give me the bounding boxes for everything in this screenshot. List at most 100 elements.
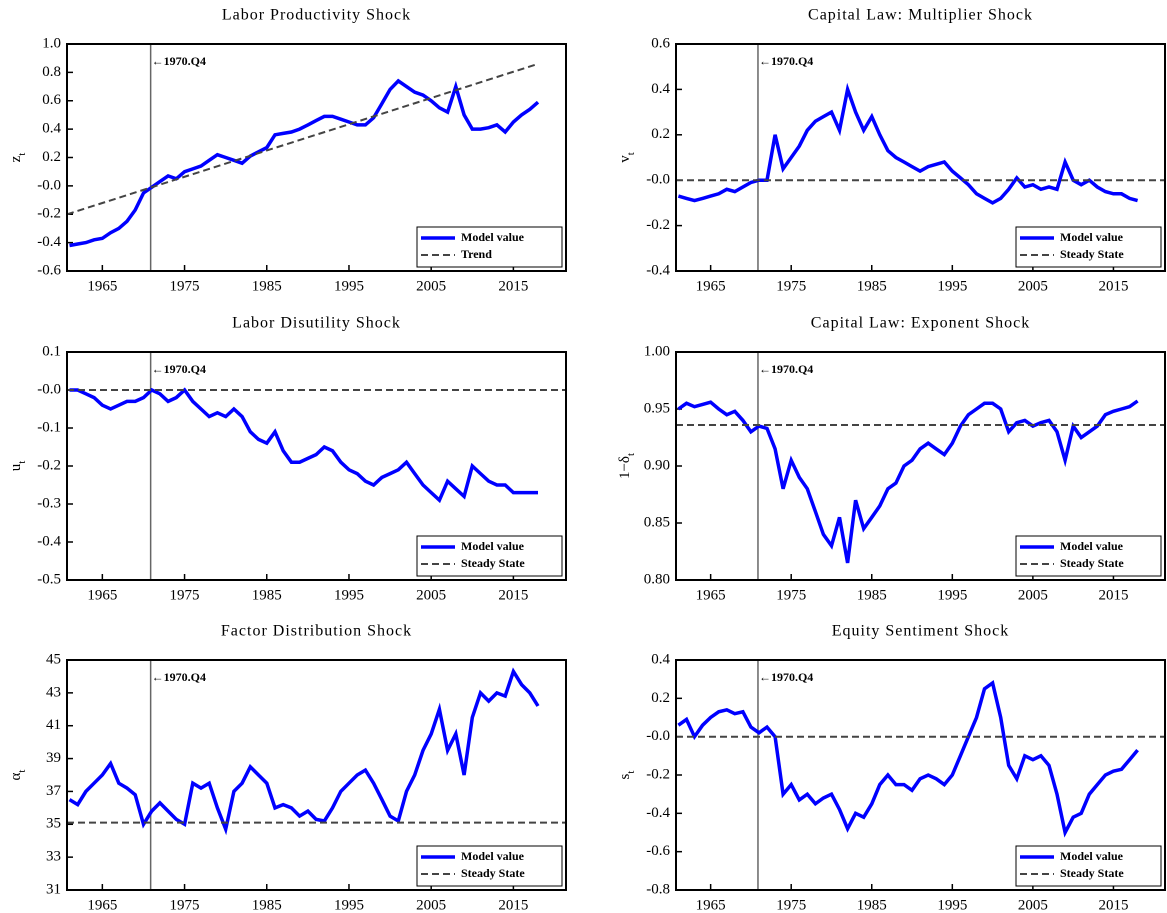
x-tick-label: 1985 <box>252 587 282 603</box>
legend-label: Steady State <box>1060 556 1124 570</box>
legend-label: Model value <box>461 849 525 863</box>
y-tick-label: 35 <box>46 816 61 832</box>
x-tick-label: 1995 <box>334 897 364 913</box>
y-axis-label-sub: t <box>16 153 28 156</box>
chart-title: Capital Law: Exponent Shock <box>811 315 1030 332</box>
y-tick-label: -0.3 <box>37 495 61 511</box>
x-tick-label: 1975 <box>170 587 200 603</box>
x-tick-label: 2015 <box>498 897 528 913</box>
x-tick-label: 1965 <box>696 587 726 603</box>
y-tick-label: 0.85 <box>644 514 670 530</box>
x-tick-label: 1995 <box>334 278 364 294</box>
y-axis-label-base: 1−δ <box>617 456 633 479</box>
y-axis-label-sub: t <box>625 453 637 456</box>
x-tick-label: 1995 <box>937 587 967 603</box>
chart-title: Capital Law: Multiplier Shock <box>808 7 1033 24</box>
y-tick-label: 0.4 <box>42 121 61 137</box>
x-tick-label: 1995 <box>937 897 967 913</box>
chart-title: Labor Productivity Shock <box>222 7 411 24</box>
y-axis-label: vt <box>617 152 636 163</box>
legend-box <box>1015 535 1162 577</box>
x-tick-label: 1995 <box>937 278 967 294</box>
y-tick-label: -0.6 <box>37 262 61 278</box>
series-line <box>68 667 540 836</box>
y-tick-label: -0.8 <box>646 881 670 897</box>
legend-label: Model value <box>1060 539 1124 553</box>
plot-frame <box>675 351 1166 581</box>
y-axis-label-sub: t <box>16 461 28 464</box>
legend-label: Steady State <box>461 556 525 570</box>
legend-label: Model value <box>1060 230 1124 244</box>
y-tick-label: -0.0 <box>646 172 670 188</box>
y-tick-label: -0.6 <box>646 843 670 859</box>
x-tick-label: 1975 <box>170 897 200 913</box>
y-tick-label: -0.2 <box>37 457 61 473</box>
annotation: ←1970.Q4 <box>759 54 813 68</box>
y-tick-label: 37 <box>46 783 62 799</box>
y-tick-label: -0.4 <box>646 805 670 821</box>
chart-title: Equity Sentiment Shock <box>832 623 1010 640</box>
y-tick-label: 0.2 <box>651 690 670 706</box>
legend-label: Steady State <box>461 866 525 880</box>
plot-frame <box>66 351 567 581</box>
legend-label: Model value <box>1060 849 1124 863</box>
y-tick-label: 0.2 <box>651 126 670 142</box>
y-axis-label: αt <box>8 770 27 781</box>
y-tick-label: -0.4 <box>646 262 670 278</box>
y-tick-label: 45 <box>46 651 61 667</box>
y-axis-label: ut <box>8 461 27 472</box>
y-tick-label: -0.2 <box>646 217 670 233</box>
annotation: ←1970.Q4 <box>759 362 813 376</box>
y-tick-label: -0.4 <box>37 234 61 250</box>
y-tick-label: 43 <box>46 684 61 700</box>
y-axis-label-base: v <box>617 155 633 163</box>
legend-label: Model value <box>461 230 525 244</box>
series-line <box>677 399 1139 564</box>
legend-label: Steady State <box>1060 247 1124 261</box>
y-tick-label: 0.1 <box>42 343 61 359</box>
x-tick-label: 2005 <box>416 278 446 294</box>
y-tick-label: 0.95 <box>644 400 670 416</box>
plot-frame <box>66 43 567 272</box>
y-tick-label: -0.2 <box>646 766 670 782</box>
y-tick-label: -0.0 <box>37 381 61 397</box>
y-axis-label-base: s <box>617 773 633 779</box>
y-axis-label-base: u <box>8 463 24 471</box>
chart-title: Factor Distribution Shock <box>221 623 412 640</box>
x-tick-label: 1985 <box>857 897 887 913</box>
x-tick-label: 2015 <box>1098 278 1128 294</box>
y-axis-label-sub: t <box>625 771 637 774</box>
y-tick-label: 1.00 <box>644 343 670 359</box>
y-tick-label: -0.5 <box>37 571 61 587</box>
x-tick-label: 2005 <box>1018 587 1048 603</box>
x-tick-label: 1985 <box>252 897 282 913</box>
y-tick-label: 0.2 <box>42 149 61 165</box>
x-tick-label: 1985 <box>857 278 887 294</box>
x-tick-label: 1965 <box>696 897 726 913</box>
x-tick-label: 1985 <box>252 278 282 294</box>
legend-box <box>1015 226 1162 268</box>
series-line <box>677 82 1139 205</box>
y-tick-label: -0.0 <box>37 177 61 193</box>
annotation: ←1970.Q4 <box>152 362 206 376</box>
legend-label: Model value <box>461 539 525 553</box>
x-tick-label: 1965 <box>696 278 726 294</box>
y-tick-label: 0.8 <box>42 64 61 80</box>
series-line <box>66 62 539 216</box>
x-tick-label: 1965 <box>87 897 117 913</box>
y-tick-label: -0.4 <box>37 533 61 549</box>
x-tick-label: 1965 <box>87 278 117 294</box>
y-tick-label: 39 <box>46 750 61 766</box>
legend-box <box>1015 845 1162 887</box>
x-tick-label: 2015 <box>1098 587 1128 603</box>
series-line <box>69 78 540 248</box>
x-tick-label: 2005 <box>416 587 446 603</box>
legend-box <box>416 845 563 887</box>
plot-frame <box>66 659 567 891</box>
y-tick-label: 0.6 <box>42 92 61 108</box>
x-tick-label: 2015 <box>1098 897 1128 913</box>
y-tick-label: 0.80 <box>644 571 670 587</box>
annotation: ←1970.Q4 <box>759 670 813 684</box>
annotation: ←1970.Q4 <box>152 54 206 68</box>
legend-box <box>416 226 563 268</box>
